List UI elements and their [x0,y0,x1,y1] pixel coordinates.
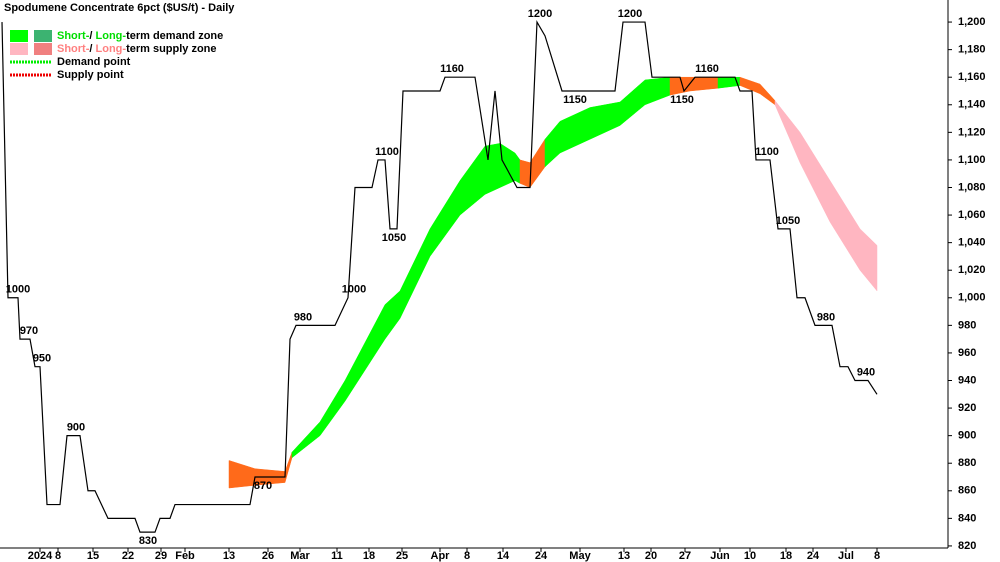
legend-label: Short-/ Long-term demand zone [57,30,223,42]
legend-swatch [34,30,52,42]
y-tick-label: 960 [958,347,976,359]
point-label: 950 [33,353,51,365]
y-tick-label: 1,040 [958,237,986,249]
y-tick-label: 1,200 [958,16,986,28]
point-label: 870 [254,480,272,492]
point-label: 1150 [563,94,587,106]
point-label: 830 [139,535,157,547]
zone-band [774,99,878,292]
x-tick-label: 11 [331,550,343,562]
legend-text: Short- [57,43,90,55]
point-label: 1160 [440,63,464,75]
legend-text: / [89,43,95,55]
x-tick-label: 18 [363,550,375,562]
y-tick-label: 980 [958,319,976,331]
legend-text: Long- [96,30,127,42]
point-label: 1000 [6,284,30,296]
y-tick-label: 880 [958,457,976,469]
point-label: 970 [20,325,38,337]
y-tick-label: 1,000 [958,292,986,304]
y-tick-label: 920 [958,402,976,414]
legend-text: Supply point [57,69,124,81]
legend-label: Short-/ Long-term supply zone [57,43,217,55]
x-tick-label: Apr [431,550,451,562]
x-tick-label: 2024 [28,550,53,562]
x-tick-label: Jul [838,550,854,562]
chart-title: Spodumene Concentrate 6pct ($US/t) - Dai… [4,2,235,14]
y-tick-label: 1,060 [958,209,986,221]
y-tick-label: 1,180 [958,44,986,56]
y-tick-label: 900 [958,430,976,442]
y-tick-label: 1,140 [958,99,986,111]
point-label: 1100 [375,146,399,158]
y-tick-label: 940 [958,374,976,386]
y-tick-label: 840 [958,512,976,524]
y-tick-label: 1,020 [958,264,986,276]
legend-text: Short- [57,30,90,42]
point-label: 1050 [776,215,800,227]
legend-label: Demand point [57,56,131,68]
point-label: 1050 [382,232,406,244]
x-tick-label: May [569,550,591,562]
point-label: 940 [857,366,875,378]
x-tick-label: 29 [155,550,167,562]
x-tick-label: 22 [122,550,134,562]
legend-text: / [89,30,95,42]
legend-label: Supply point [57,69,124,81]
legend-text: term demand zone [126,30,223,42]
y-tick-label: 1,080 [958,181,986,193]
y-tick-label: 1,120 [958,126,986,138]
x-tick-label: 13 [618,550,630,562]
point-label: 1160 [695,63,719,75]
x-tick-label: Jun [710,550,730,562]
x-tick-label: Mar [290,550,310,562]
legend-text: Long- [96,43,127,55]
x-tick-label: Feb [175,550,195,562]
x-tick-label: 27 [679,550,691,562]
x-tick-label: 14 [497,550,510,562]
y-tick-label: 860 [958,485,976,497]
point-label: 1000 [342,284,366,296]
legend-swatch [10,30,28,42]
x-tick-label: 24 [807,550,820,562]
x-tick-label: 13 [223,550,235,562]
x-tick-label: 26 [262,550,274,562]
y-tick-label: 1,100 [958,154,986,166]
point-label: 1200 [618,8,642,20]
x-tick-label: 8 [55,550,61,562]
x-tick-label: 25 [396,550,408,562]
x-tick-label: 10 [744,550,756,562]
legend-swatch [10,43,28,55]
x-tick-label: 24 [535,550,548,562]
point-label: 1200 [528,8,552,20]
point-label: 980 [294,311,312,323]
y-tick-label: 820 [958,540,976,552]
point-label: 900 [67,422,85,434]
legend-text: Demand point [57,56,131,68]
legend-swatch [34,43,52,55]
point-label: 980 [817,311,835,323]
price-line [1,19,878,533]
x-tick-label: 8 [874,550,880,562]
legend-text: term supply zone [126,43,216,55]
x-tick-label: 15 [87,550,99,562]
x-tick-label: 8 [464,550,470,562]
point-label: 1100 [755,146,779,158]
x-tick-label: 20 [645,550,657,562]
point-label: 1150 [670,94,694,106]
y-tick-label: 1,160 [958,71,986,83]
x-tick-label: 18 [780,550,792,562]
